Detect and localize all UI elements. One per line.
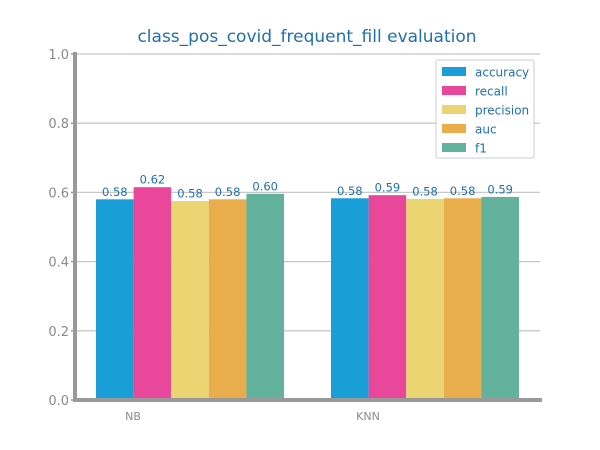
legend: accuracy recall precision auc f1 <box>435 59 535 159</box>
data-label: 0.58 <box>215 185 241 199</box>
legend-label-precision: precision <box>475 104 529 118</box>
bar-f1-nb[interactable] <box>246 193 284 400</box>
y-tick-label: 0.8 <box>48 117 69 132</box>
bar-f1-knn[interactable] <box>481 196 519 400</box>
legend-label-f1: f1 <box>475 142 487 156</box>
legend-swatch-precision <box>442 105 466 114</box>
bar-auc-nb[interactable] <box>208 199 247 400</box>
data-label: 0.59 <box>375 181 401 195</box>
axes <box>71 52 542 402</box>
legend-swatch-f1 <box>442 143 466 152</box>
bar-recall-knn[interactable] <box>368 195 407 400</box>
y-tick-label: 0.6 <box>48 186 69 201</box>
labels: 0.0 0.2 0.4 0.6 0.8 1.0 0.58 0.62 0.58 0.58 0.60 NB… <box>48 48 513 423</box>
y-tick-label: 1.0 <box>48 48 69 63</box>
legend-swatch-recall <box>442 86 466 95</box>
y-tick-label: 0.2 <box>48 325 69 340</box>
bars <box>96 187 519 400</box>
bar-recall-nb[interactable] <box>133 187 172 400</box>
bar-accuracy-nb[interactable] <box>96 199 134 400</box>
y-tick-label: 0.4 <box>48 256 69 271</box>
bar-accuracy-knn[interactable] <box>331 198 369 400</box>
x-tick-label: NB <box>125 410 141 423</box>
legend-swatch-auc <box>442 124 466 133</box>
data-label: 0.59 <box>487 182 513 196</box>
data-label: 0.58 <box>102 185 128 199</box>
y-tick-label: 0.0 <box>48 394 69 409</box>
legend-swatch-accuracy <box>442 67 466 76</box>
legend-label-recall: recall <box>475 85 508 99</box>
legend-label-auc: auc <box>475 123 497 137</box>
data-label: 0.58 <box>177 187 203 201</box>
bar-precision-knn[interactable] <box>406 198 444 400</box>
chart-title: class_pos_covid_frequent_fill evaluation <box>137 27 476 47</box>
bar-precision-nb[interactable] <box>171 201 209 400</box>
legend-box <box>435 59 535 159</box>
data-label: 0.58 <box>450 184 476 198</box>
legend-label-accuracy: accuracy <box>475 66 529 80</box>
data-label: 0.62 <box>140 173 166 187</box>
bar-auc-knn[interactable] <box>443 198 482 400</box>
x-tick-label: KNN <box>356 410 380 423</box>
data-label: 0.58 <box>412 184 438 198</box>
data-label: 0.60 <box>252 179 278 193</box>
data-label: 0.58 <box>337 184 363 198</box>
